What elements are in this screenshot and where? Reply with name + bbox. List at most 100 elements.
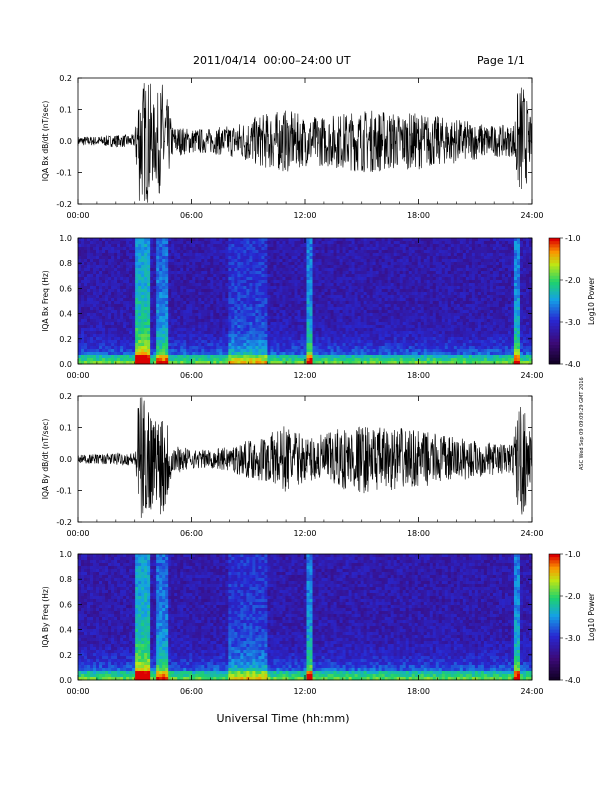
colorbar-cell-1-26 <box>549 319 560 324</box>
colorbar-tick-label-3-2: -3.0 <box>565 634 581 643</box>
spectrogram-1 <box>78 238 533 365</box>
x-tick-label-0-3: 18:00 <box>407 211 430 220</box>
y-tick-label-0-4: 0.2 <box>59 74 72 83</box>
y-tick-label-2-0: -0.2 <box>56 518 72 527</box>
x-tick-label-2-1: 06:00 <box>180 529 203 538</box>
colorbar-cell-3-3 <box>549 563 560 567</box>
colorbar-frame-1 <box>548 237 561 365</box>
colorbar-cell-3-30 <box>549 648 560 653</box>
colorbar-cell-1-6 <box>549 256 560 261</box>
colorbar-cell-1-12 <box>549 275 560 280</box>
colorbar-cell-1-17 <box>549 291 560 296</box>
colorbar-cell-1-14 <box>549 282 560 286</box>
colorbar-cell-3-2 <box>549 560 560 564</box>
colorbar-cell-1-21 <box>549 304 560 308</box>
colorbar-cell-1-3 <box>549 247 560 251</box>
colorbar-cell-1-23 <box>549 310 560 314</box>
colorbar-cell-3-22 <box>549 623 560 627</box>
x-tick-label-3-1: 06:00 <box>180 687 203 696</box>
y-tick-label-3-5: 1.0 <box>59 550 72 559</box>
colorbar-cell-1-31 <box>549 335 560 340</box>
colorbar-cell-1-25 <box>549 316 560 321</box>
colorbar-tick-label-1-0: -1.0 <box>565 234 581 243</box>
y-tick-label-2-4: 0.2 <box>59 392 72 401</box>
y-axis-title-2: IQA By dB/dt (nT/sec) <box>41 419 50 500</box>
colorbar-tick-label-1-1: -2.0 <box>565 276 581 285</box>
x-tick-label-0-1: 06:00 <box>180 211 203 220</box>
colorbar-tick-label-3-0: -1.0 <box>565 550 581 559</box>
x-tick-label-3-0: 00:00 <box>66 687 89 696</box>
colorbar-title-3: Log10 Power <box>587 592 596 641</box>
colorbar-cell-3-1 <box>549 557 560 561</box>
colorbar-cell-3-8 <box>549 579 560 583</box>
colorbar-cell-3-6 <box>549 572 560 577</box>
colorbar-cell-3-39 <box>549 676 560 681</box>
colorbar-cell-3-17 <box>549 607 560 612</box>
x-tick-label-0-4: 24:00 <box>520 211 543 220</box>
colorbar-cell-1-9 <box>549 266 560 270</box>
colorbar-cell-1-8 <box>549 263 560 267</box>
y-tick-label-2-3: 0.1 <box>59 424 72 433</box>
colorbar-cell-3-9 <box>549 582 560 586</box>
colorbar-cell-1-7 <box>549 260 560 264</box>
colorbar-cell-1-18 <box>549 294 560 299</box>
colorbar-cell-3-5 <box>549 569 560 574</box>
series-line-2 <box>77 397 533 518</box>
x-tick-label-2-0: 00:00 <box>66 529 89 538</box>
colorbar-frame-3 <box>548 553 561 681</box>
colorbar-cell-1-19 <box>549 297 560 302</box>
x-tick-label-2-3: 18:00 <box>407 529 430 538</box>
y-tick-label-1-1: 0.2 <box>59 335 72 344</box>
colorbar-cell-3-0 <box>549 554 560 558</box>
colorbar-cell-3-33 <box>549 657 560 662</box>
colorbar-cell-1-16 <box>549 288 560 292</box>
colorbar-cell-1-5 <box>549 253 560 258</box>
colorbar-cell-1-2 <box>549 244 560 248</box>
y-tick-label-3-4: 0.8 <box>59 575 72 584</box>
colorbar-cell-3-36 <box>549 667 560 671</box>
x-tick-label-1-2: 12:00 <box>293 371 316 380</box>
x-tick-label-3-3: 18:00 <box>407 687 430 696</box>
y-tick-label-1-4: 0.8 <box>59 259 72 268</box>
colorbar-cell-1-35 <box>549 348 560 352</box>
y-tick-label-1-0: 0.0 <box>59 360 72 369</box>
colorbar-cell-3-18 <box>549 610 560 615</box>
colorbar-cell-3-37 <box>549 670 560 675</box>
colorbar-cell-3-24 <box>549 629 560 634</box>
y-tick-label-1-5: 1.0 <box>59 234 72 243</box>
colorbar-cell-1-36 <box>549 351 560 355</box>
x-axis-title: Universal Time (hh:mm) <box>217 712 350 725</box>
colorbar-cell-3-4 <box>549 566 560 571</box>
colorbar-cell-1-20 <box>549 301 560 305</box>
colorbar-tick-label-1-2: -3.0 <box>565 318 581 327</box>
colorbar-cell-1-37 <box>549 354 560 359</box>
colorbar-cell-1-0 <box>549 238 560 242</box>
colorbar-cell-3-13 <box>549 594 560 599</box>
colorbar-cell-3-19 <box>549 613 560 618</box>
y-tick-label-2-1: -0.1 <box>56 487 72 496</box>
x-tick-label-0-0: 00:00 <box>66 211 89 220</box>
y-tick-label-1-3: 0.6 <box>59 284 72 293</box>
colorbar-cell-1-39 <box>549 360 560 365</box>
y-tick-label-3-1: 0.2 <box>59 651 72 660</box>
page-title: 2011/04/14 00:00–24:00 UT <box>193 54 351 67</box>
colorbar-cell-3-11 <box>549 588 560 593</box>
colorbar-cell-1-38 <box>549 357 560 362</box>
colorbar-title-1: Log10 Power <box>587 276 596 325</box>
y-tick-label-2-2: 0.0 <box>59 455 72 464</box>
colorbar-cell-3-31 <box>549 651 560 656</box>
colorbar-cell-3-7 <box>549 576 560 580</box>
y-tick-label-3-3: 0.6 <box>59 600 72 609</box>
side-note: ASC Wed Sep 09 09:09:29 GMT 2016 <box>579 377 585 470</box>
colorbar-cell-3-15 <box>549 601 560 605</box>
x-tick-label-1-3: 18:00 <box>407 371 430 380</box>
y-axis-title-3: IQA By Freq (Hz) <box>41 586 50 648</box>
y-tick-label-0-2: 0.0 <box>59 137 72 146</box>
colorbar-cell-1-10 <box>549 269 560 274</box>
colorbar-cell-1-22 <box>549 307 560 311</box>
colorbar-cell-3-25 <box>549 632 560 637</box>
colorbar-cell-1-34 <box>549 345 560 349</box>
colorbar-tick-label-3-3: -4.0 <box>565 676 581 685</box>
colorbar-cell-3-14 <box>549 598 560 602</box>
